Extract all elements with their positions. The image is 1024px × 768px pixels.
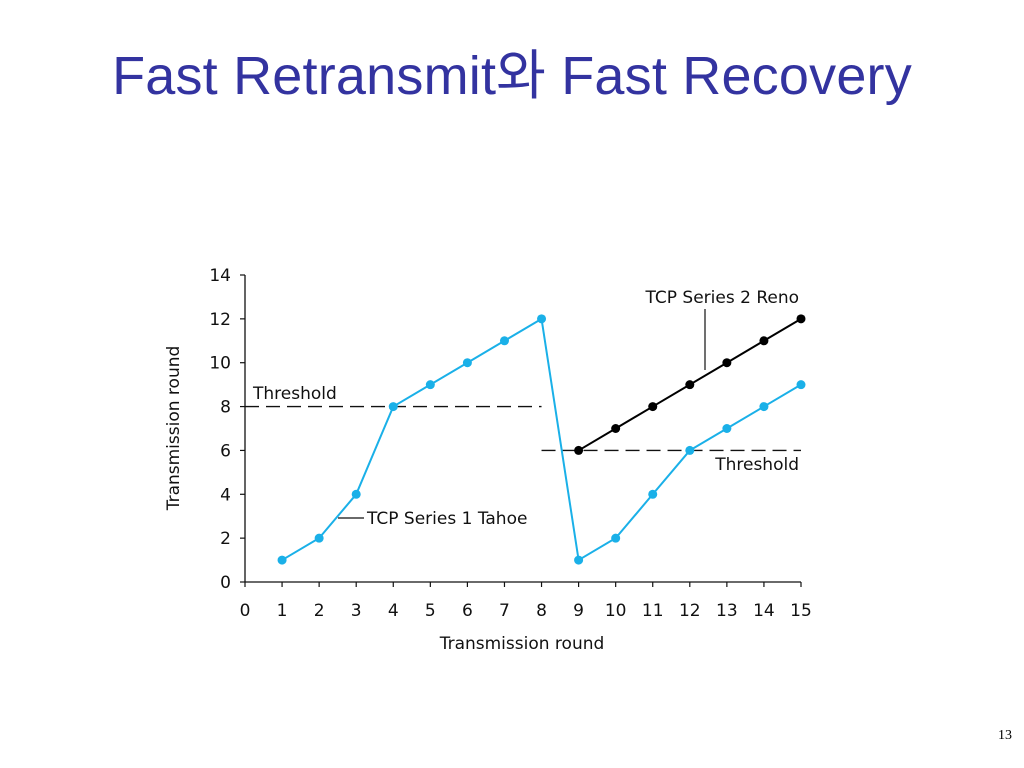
- y-tick-label: 4: [220, 485, 231, 505]
- series-line-1: [281, 317, 802, 562]
- series-1-point: [574, 555, 584, 565]
- page-number: 13: [998, 728, 1012, 743]
- series-1-point: [499, 336, 509, 346]
- threshold-lines: [245, 405, 801, 452]
- y-axis-title: Transmission round: [164, 346, 184, 512]
- series-2-point: [759, 336, 769, 346]
- threshold-label-2: Threshold: [714, 455, 799, 475]
- series-1-point: [351, 489, 361, 499]
- x-tick-label: 8: [536, 601, 547, 621]
- series-2-point: [574, 445, 584, 455]
- series-2-point: [796, 314, 806, 324]
- x-tick-label: 14: [753, 601, 775, 621]
- x-tick-label: 1: [277, 601, 288, 621]
- tahoe-series-label: TCP Series 1 Tahoe: [366, 509, 527, 529]
- x-tick-label: 12: [679, 601, 701, 621]
- x-axis-title: Transmission round: [439, 634, 605, 654]
- series-1-point: [648, 489, 658, 499]
- x-tick-label: 4: [388, 601, 399, 621]
- slide-title: Fast Retransmit와 Fast Recovery: [112, 46, 912, 106]
- y-tick-label: 14: [209, 266, 231, 286]
- x-tick-label: 5: [425, 601, 436, 621]
- chart-axes: [244, 275, 801, 583]
- reno-series-label: TCP Series 2 Reno: [645, 288, 800, 308]
- threshold-label-1: Threshold: [252, 384, 337, 404]
- series-1-point: [462, 358, 472, 368]
- x-tick-label: 10: [605, 601, 627, 621]
- series-1-point: [722, 424, 732, 433]
- x-tick-label: 13: [716, 601, 738, 621]
- x-tick-label: 3: [351, 601, 362, 621]
- y-tick-label: 8: [220, 398, 231, 418]
- y-tick-label: 10: [209, 354, 231, 374]
- series-1-point: [388, 402, 398, 412]
- series-2-point: [648, 402, 658, 412]
- series-1-point: [314, 533, 324, 543]
- x-tick-label: 9: [573, 601, 584, 621]
- series-2-point: [722, 358, 732, 368]
- x-tick-label: 11: [642, 601, 664, 621]
- y-tick-label: 0: [220, 573, 231, 593]
- y-tick-label: 12: [209, 310, 231, 330]
- series-1-point: [796, 380, 806, 390]
- series-1-point: [277, 555, 287, 565]
- y-tick-label: 6: [220, 441, 231, 461]
- chart-annotations: TCP Series 2 Reno TCP Series 1 Tahoe Thres…: [252, 288, 799, 529]
- series-1-point: [425, 380, 435, 390]
- x-tick-label: 15: [790, 601, 812, 621]
- chart-series: [277, 314, 806, 565]
- y-tick-label: 2: [220, 529, 231, 549]
- series-1-point: [537, 314, 547, 324]
- series-2-point: [685, 380, 695, 390]
- x-tick-label: 6: [462, 601, 473, 621]
- series-1-point: [685, 445, 695, 455]
- x-tick-label: 0: [240, 601, 251, 621]
- series-1-point: [611, 533, 621, 543]
- series-1-point: [759, 402, 769, 412]
- x-tick-label: 2: [314, 601, 325, 621]
- series-2-point: [611, 424, 621, 433]
- x-tick-label: 7: [499, 601, 510, 621]
